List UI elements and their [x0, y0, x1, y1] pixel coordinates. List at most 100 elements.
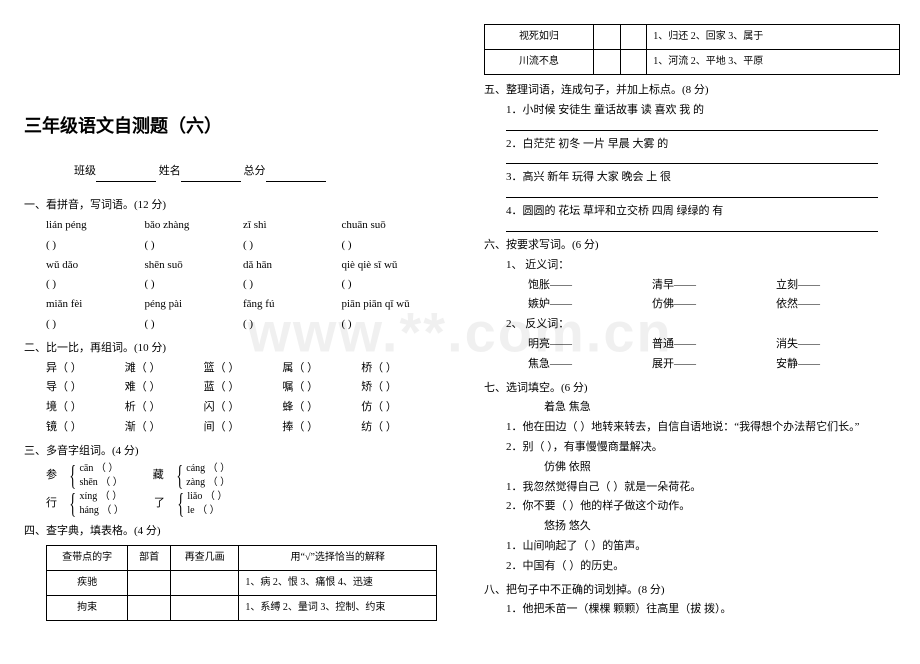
answer-line	[506, 129, 878, 131]
reading: háng （ ）	[79, 504, 123, 518]
td: 1、系缚 2、量词 3、控制、约束	[239, 596, 437, 621]
s7-sentence: 1．他在田边（ ）地转来转去，自信自语地说：“我得想个办法帮它们长。”	[484, 418, 900, 438]
ant-cell: 展开——	[652, 355, 776, 375]
syn-cell: 立刻——	[776, 276, 900, 296]
ant-cell: 焦急——	[528, 355, 652, 375]
dict-table-right: 视死如归 1、归还 2、回家 3、属于 川流不息 1、河流 2、平地 3、平原	[484, 24, 900, 75]
answer-line	[506, 162, 878, 164]
s4-heading: 四、查字典，填表格。(4 分)	[24, 522, 440, 542]
s7-sentence: 2．别（ ），有事慢慢商量解决。	[484, 438, 900, 458]
pinyin: bǎo zhàng	[145, 216, 244, 236]
td: 1、病 2、恨 3、痛恨 4、迅速	[239, 571, 437, 596]
readings: xíng （ ） háng （ ）	[79, 490, 123, 518]
cell: 蜂（ ）	[282, 398, 361, 418]
td	[620, 25, 647, 50]
char: 行	[46, 494, 66, 514]
reading: shēn （ ）	[79, 476, 122, 490]
td: 1、归还 2、回家 3、属于	[647, 25, 900, 50]
label-name: 姓名	[159, 162, 181, 182]
s7-options: 仿佛 依照	[484, 458, 900, 478]
reading: xíng （ ）	[79, 490, 123, 504]
page: 三年级语文自测题（六） 班级 姓名 总分 一、看拼音，写词语。(12 分) li…	[0, 0, 920, 664]
paren: ( )	[342, 315, 441, 335]
s1-row2: wǔ dǎo shēn suō dǎ hān qiè qiè sī wǔ	[24, 256, 440, 276]
paren: ( )	[145, 315, 244, 335]
brace-icon: {	[69, 463, 76, 491]
s1-row1: lián péng bǎo zhàng zī shì chuān suō	[24, 216, 440, 236]
cell: 渐（ ）	[125, 418, 204, 438]
td	[620, 50, 647, 75]
blank-total	[266, 169, 326, 182]
td	[128, 571, 171, 596]
right-column: 视死如归 1、归还 2、回家 3、属于 川流不息 1、河流 2、平地 3、平原 …	[460, 0, 920, 664]
cell: 纺（ ）	[361, 418, 440, 438]
char: 参	[46, 466, 66, 486]
paren: ( )	[46, 236, 145, 256]
cell: 闪（ ）	[204, 398, 283, 418]
cell: 镜（ ）	[46, 418, 125, 438]
syn-cell: 依然——	[776, 295, 900, 315]
answer-line	[506, 196, 878, 198]
ant-cell: 安静——	[776, 355, 900, 375]
cell: 篮（ ）	[204, 359, 283, 379]
header-line: 班级 姓名 总分	[24, 162, 440, 182]
ant-cell: 消失——	[776, 335, 900, 355]
s7-heading: 七、选词填空。(6 分)	[484, 379, 900, 399]
s6-sub1: 1、 近义词：	[484, 256, 900, 276]
syn-row: 嫉妒—— 仿佛—— 依然——	[484, 295, 900, 315]
left-column: 三年级语文自测题（六） 班级 姓名 总分 一、看拼音，写词语。(12 分) li…	[0, 0, 460, 664]
s8-heading: 八、把句子中不正确的词划掉。(8 分)	[484, 581, 900, 601]
cell: 间（ ）	[204, 418, 283, 438]
paren: ( )	[342, 236, 441, 256]
pinyin: qiè qiè sī wǔ	[342, 256, 441, 276]
th: 部首	[128, 546, 171, 571]
s2-grid: 异（ ）滩（ ）篮（ ）属（ ）桥（ ） 导（ ）难（ ）蓝（ ）嘱（ ）矫（ …	[24, 359, 440, 438]
td: 拘束	[47, 596, 128, 621]
cell: 仿（ ）	[361, 398, 440, 418]
cell: 嘱（ ）	[282, 378, 361, 398]
s1-paren1: ( ) ( ) ( ) ( )	[24, 236, 440, 256]
cell: 矫（ ）	[361, 378, 440, 398]
s7-sentence: 2．你不要（ ）他的样子做这个动作。	[484, 497, 900, 517]
cell: 难（ ）	[125, 378, 204, 398]
s6-sub2: 2、 反义词：	[484, 315, 900, 335]
s7-sentence: 1．我忽然觉得自己（ ）就是一朵荷花。	[484, 478, 900, 498]
ant-row: 明亮—— 普通—— 消失——	[484, 335, 900, 355]
answer-line	[506, 230, 878, 232]
s5-heading: 五、整理词语，连成句子，并加上标点。(8 分)	[484, 81, 900, 101]
page-title: 三年级语文自测题（六）	[24, 110, 440, 142]
paren: ( )	[46, 275, 145, 295]
ant-cell: 明亮——	[528, 335, 652, 355]
blank-class	[96, 169, 156, 182]
pinyin: zī shì	[243, 216, 342, 236]
pinyin: miǎn fèi	[46, 295, 145, 315]
brace-icon: {	[69, 491, 76, 519]
paren: ( )	[145, 275, 244, 295]
reading: liǎo （ ）	[187, 490, 227, 504]
paren: ( )	[243, 236, 342, 256]
th: 查带点的字	[47, 546, 128, 571]
reading: cáng （ ）	[186, 462, 230, 476]
pinyin: dǎ hān	[243, 256, 342, 276]
td: 1、河流 2、平地 3、平原	[647, 50, 900, 75]
pinyin: piān piān qǐ wǔ	[342, 295, 441, 315]
paren: ( )	[145, 236, 244, 256]
th: 再查几画	[170, 546, 238, 571]
char: 了	[154, 494, 174, 514]
syn-cell: 清早——	[652, 276, 776, 296]
ant-row: 焦急—— 展开—— 安静——	[484, 355, 900, 375]
td: 视死如归	[485, 25, 594, 50]
syn-cell: 嫉妒——	[528, 295, 652, 315]
td	[593, 50, 620, 75]
s8-item: 1．他把禾苗一（棵棵 颗颗）往高里（拔 拨）。	[484, 600, 900, 620]
char: 藏	[153, 466, 173, 486]
reading: zàng （ ）	[186, 476, 230, 490]
cell: 异（ ）	[46, 359, 125, 379]
cell: 捧（ ）	[282, 418, 361, 438]
ant-cell: 普通——	[652, 335, 776, 355]
pinyin: shēn suō	[145, 256, 244, 276]
td: 川流不息	[485, 50, 594, 75]
td	[170, 571, 238, 596]
brace-icon: {	[176, 463, 183, 491]
s5-item1: 1．小时候 安徒生 童话故事 读 喜欢 我 的	[484, 101, 900, 121]
